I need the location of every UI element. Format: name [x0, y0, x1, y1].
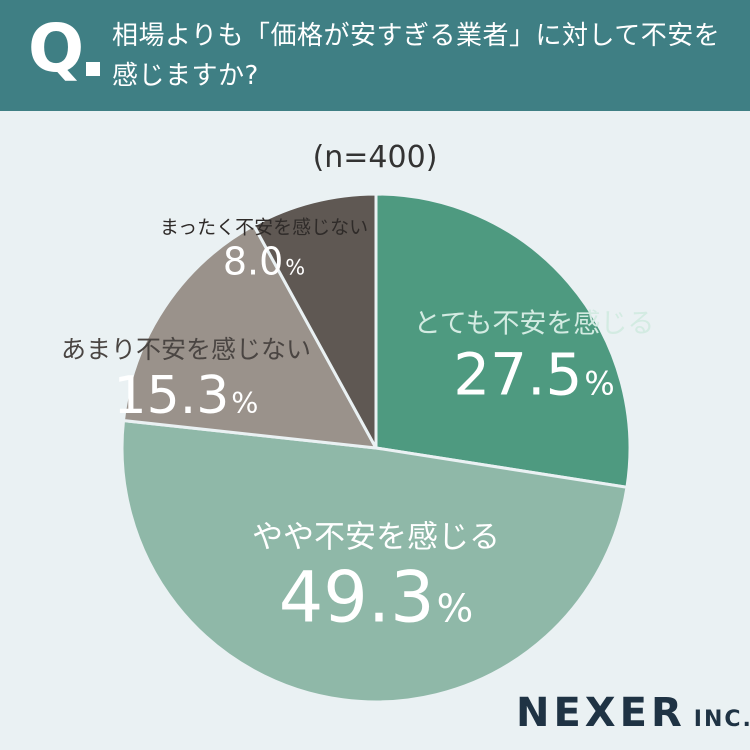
pie-slice-4 [251, 192, 378, 449]
slice-value-unit-1: % [584, 364, 615, 403]
pie-slice-1 [374, 192, 632, 490]
question-header: Q 相場よりも「価格が安すぎる業者」に対して不安を感じますか? [0, 0, 750, 111]
slice-name-2: やや不安を感じる [252, 519, 500, 556]
slice-name-4: まったく不安を感じない [159, 216, 369, 239]
slice-value-4: 8.0% [160, 240, 368, 284]
slice-value-number-4: 8.0 [222, 239, 284, 284]
slice-value-3: 15.3% [61, 366, 311, 426]
q-mark-dot [86, 62, 100, 76]
slice-value-unit-4: % [285, 255, 306, 280]
slice-label-4: まったく不安を感じない 8.0% [160, 213, 368, 284]
q-mark: Q [28, 10, 85, 87]
logo-name: NEXER [516, 690, 686, 736]
slice-value-number-2: 49.3 [278, 556, 435, 639]
slice-label-3: あまり不安を感じない 15.3% [61, 330, 311, 426]
sample-size-label: (n=400) [312, 140, 438, 175]
slice-name-3: あまり不安を感じない [60, 335, 312, 364]
pie-slice-3 [121, 223, 379, 450]
slice-value-1: 27.5% [414, 341, 655, 409]
slice-value-2: 49.3% [252, 557, 500, 639]
question-text: 相場よりも「価格が安すぎる業者」に対して不安を感じますか? [112, 21, 721, 91]
pie-slice-2 [120, 418, 629, 704]
slice-value-number-3: 15.3 [113, 366, 230, 426]
slice-value-unit-3: % [231, 386, 259, 420]
nexer-logo: NEXER INC. [516, 690, 750, 736]
slice-value-number-1: 27.5 [453, 340, 583, 409]
slice-name-1: とても不安を感じる [413, 308, 655, 340]
logo-suffix: INC. [693, 707, 750, 732]
slice-label-1: とても不安を感じる 27.5% [414, 302, 655, 409]
slice-value-unit-2: % [436, 586, 474, 632]
slice-label-2: やや不安を感じる 49.3% [252, 512, 500, 639]
